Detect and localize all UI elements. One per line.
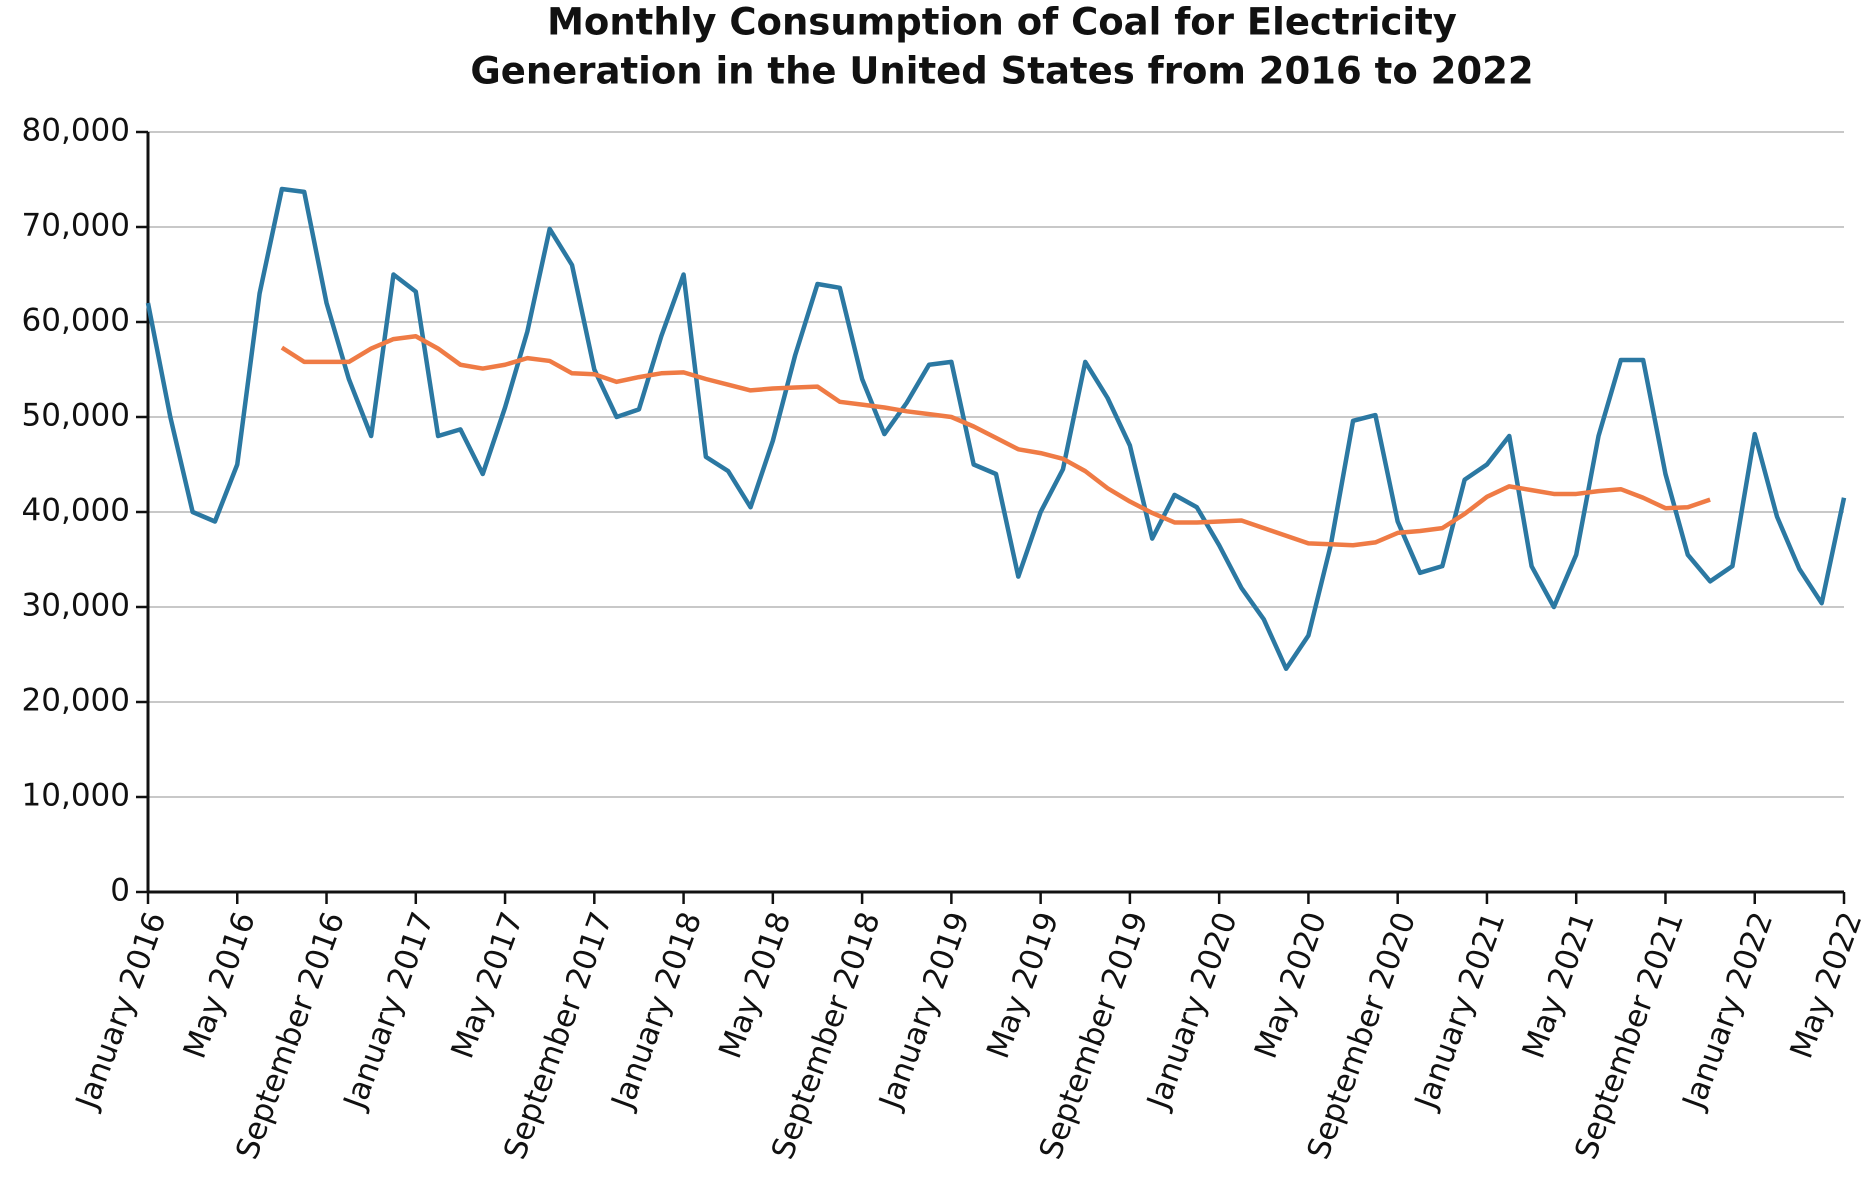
x-tick-label: May 2019 <box>980 907 1066 1063</box>
x-tick-label: May 2020 <box>1248 907 1334 1063</box>
data-line <box>145 186 1847 671</box>
y-tick-label: 30,000 <box>22 588 130 624</box>
x-tick-label: January 2016 <box>68 907 173 1115</box>
y-tick-label: 70,000 <box>22 208 130 244</box>
x-tick-label: January 2021 <box>1407 907 1512 1115</box>
y-tick-label: 60,000 <box>22 303 130 339</box>
x-tick-label: January 2019 <box>872 907 977 1115</box>
x-tick-label: May 2018 <box>712 907 798 1063</box>
y-tick-label: 0 <box>110 873 130 909</box>
x-tick-label: May 2016 <box>177 907 263 1063</box>
x-tick-label: January 2022 <box>1675 907 1780 1115</box>
y-tick-label: 80,000 <box>22 113 130 149</box>
x-tick-label: January 2017 <box>336 907 441 1115</box>
y-tick-label: 40,000 <box>22 493 130 529</box>
chart-title: Generation in the United States from 201… <box>470 50 1533 93</box>
x-tick-label: January 2020 <box>1140 907 1245 1115</box>
y-tick-label: 50,000 <box>22 398 130 434</box>
y-tick-label: 20,000 <box>22 683 130 719</box>
x-tick-label: May 2021 <box>1516 907 1602 1063</box>
x-tick-label: May 2017 <box>444 907 530 1063</box>
data-line <box>280 334 1711 548</box>
chart-title: Monthly Consumption of Coal for Electric… <box>547 1 1457 44</box>
x-tick-label: May 2022 <box>1783 907 1868 1063</box>
x-tick-label: January 2018 <box>604 907 709 1115</box>
y-tick-label: 10,000 <box>22 778 130 814</box>
